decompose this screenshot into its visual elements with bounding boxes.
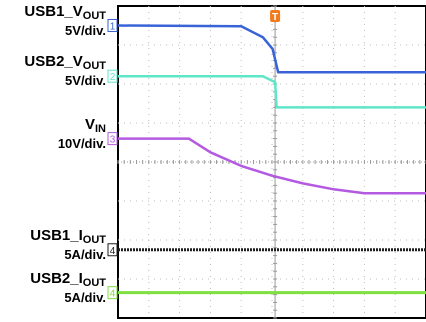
channel-marker-box [107, 69, 118, 83]
channel-marker-usb1_iout: 4 [107, 243, 118, 257]
trace-label-name: USB2_IOUT [30, 269, 106, 289]
trace-label-scale: 5A/div. [64, 289, 106, 305]
trace-label-name: USB2_VOUT [24, 53, 106, 73]
channel-marker-number: 1 [110, 22, 116, 33]
channel-marker-box [107, 132, 118, 146]
channel-marker-number: 3 [110, 135, 116, 146]
channel-marker-vin: 3 [107, 132, 118, 146]
trigger-marker-box [270, 10, 281, 22]
channel-marker-number: 4 [110, 289, 116, 300]
trace-label-name: USB1_IOUT [30, 226, 106, 246]
channel-marker-number: 2 [110, 72, 116, 83]
channel-markers: T 1 2 3 4 4 [107, 10, 281, 300]
trace-label-scale: 5V/div. [65, 22, 106, 38]
channel-marker-number: 4 [110, 246, 116, 257]
trace-label-usb2_vout: USB2_VOUT 5V/div. [24, 54, 106, 87]
channel-marker-box [107, 19, 118, 32]
grid [117, 5, 426, 319]
trace-label-scale: 5V/div. [65, 73, 106, 89]
trigger-marker-label: T [272, 12, 278, 23]
trace-label-usb1_vout: USB1_VOUT 5V/div. [24, 4, 106, 37]
trace-label-name: VIN [84, 115, 106, 135]
traces [117, 24, 426, 295]
trace-label-usb2_iout: USB2_IOUT 5A/div. [30, 271, 106, 304]
trace-label-name: USB1_VOUT [24, 2, 106, 22]
channel-marker-box [107, 286, 118, 300]
trace-usb1_vout [117, 24, 426, 74]
channel-marker-usb1_vout: 1 [107, 19, 118, 33]
trace-label-scale: 10V/div. [57, 135, 106, 151]
trace-vin [118, 137, 426, 195]
channel-marker-usb2_vout: 2 [107, 69, 118, 83]
trace-label-usb1_iout: USB1_IOUT 5A/div. [30, 228, 106, 261]
trace-label-scale: 5A/div. [64, 246, 106, 262]
channel-marker-box [107, 243, 118, 257]
trace-label-vin: VIN 10V/div. [58, 117, 106, 150]
channel-marker-usb2_iout: 4 [107, 286, 118, 300]
trace-usb2_vout [118, 74, 426, 109]
trigger-marker: T [270, 10, 281, 23]
